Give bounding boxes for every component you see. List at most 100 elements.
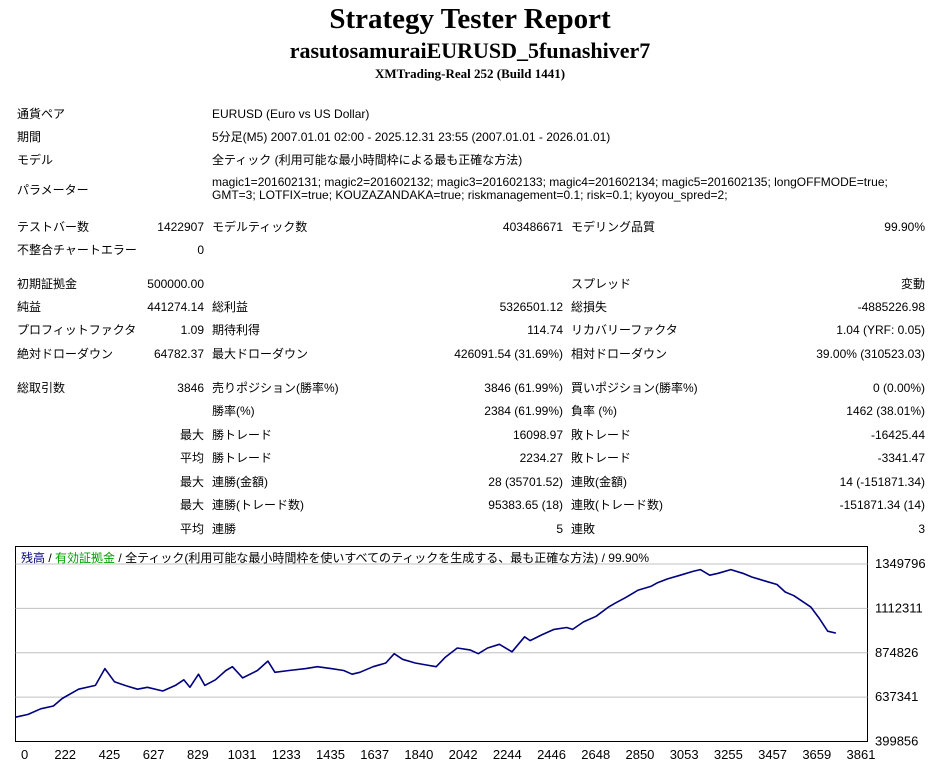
x-tick-label: 3457: [758, 747, 787, 762]
parameters-value: magic1=201602131; magic2=201602132; magi…: [212, 175, 888, 202]
total-trades-value: 3846: [177, 381, 204, 395]
modeling-quality-value: 99.90%: [884, 220, 925, 234]
y-tick-label: 637341: [875, 689, 918, 704]
legend-description: 全ティック(利用可能な最小時間枠を使いすべてのティックを生成する、最も正確な方法…: [125, 550, 649, 565]
test-bars-value: 1422907: [157, 220, 204, 234]
model-value: 全ティック (利用可能な最小時間枠による最も正確な方法): [212, 153, 523, 167]
parameters-label: パラメーター: [17, 183, 89, 197]
largest-loss-label: 敗トレード: [571, 428, 632, 442]
largest-win-label: 勝トレード: [212, 428, 273, 442]
average-loss-value: -3341.47: [877, 451, 925, 465]
net-profit-label: 純益: [17, 300, 42, 314]
average-consecutive-qualifier: 平均: [179, 522, 204, 536]
average-win-label: 勝トレード: [212, 451, 273, 465]
x-tick-label: 3053: [670, 747, 699, 762]
loss-rate-value: 1462 (38.01%): [846, 404, 925, 418]
mismatch-errors-label: 不整合チャートエラー: [17, 243, 137, 257]
absolute-drawdown-label: 絶対ドローダウン: [17, 347, 114, 361]
consecutive-losses-label: 連敗(金額): [571, 475, 627, 489]
gross-profit-label: 総利益: [212, 300, 249, 314]
recovery-factor-label: リカバリーファクタ: [571, 323, 678, 337]
x-tick-label: 3255: [714, 747, 743, 762]
expert-name: rasutosamuraiEURUSD_5funashiver7: [289, 38, 651, 63]
recovery-factor-value: 1.04 (YRF: 0.05): [836, 323, 925, 337]
absolute-drawdown-value: 64782.37: [153, 347, 204, 361]
consecutive-profit-value: 95383.65 (18): [488, 498, 563, 512]
legend-balance: 残高: [21, 550, 45, 565]
x-tick-label: 3659: [802, 747, 831, 762]
profit-factor-value: 1.09: [180, 323, 204, 337]
expected-payoff-label: 期待利得: [212, 323, 261, 337]
plot-frame: [15, 546, 868, 742]
x-tick-label: 222: [54, 747, 76, 762]
spread-value: 変動: [900, 277, 925, 291]
x-tick-label: 1637: [360, 747, 389, 762]
x-tick-label: 2446: [537, 747, 566, 762]
initial-deposit-label: 初期証拠金: [17, 277, 78, 291]
x-tick-label: 1031: [228, 747, 257, 762]
y-tick-label: 874826: [875, 645, 918, 660]
maximum-qualifier: 最大: [179, 475, 204, 489]
legend-equity: 有効証拠金: [55, 550, 115, 565]
x-tick-label: 2850: [625, 747, 654, 762]
balance-chart: 残高 / 有効証拠金 / 全ティック(利用可能な最小時間枠を使いすべてのティック…: [15, 546, 925, 762]
y-tick-label: 1112311: [875, 600, 923, 615]
gross-loss-value: -4885226.98: [857, 300, 925, 314]
model-ticks-value: 403486671: [502, 220, 563, 234]
model-ticks-label: モデルティック数: [212, 220, 308, 234]
average-win-value: 2234.27: [519, 451, 563, 465]
largest-qualifier: 最大: [179, 428, 204, 442]
average-consecutive-losses-value: 3: [918, 522, 925, 536]
x-tick-label: 1435: [316, 747, 345, 762]
x-tick-label: 1840: [404, 747, 433, 762]
x-tick-label: 2244: [493, 747, 522, 762]
average-loss-label: 敗トレード: [571, 451, 632, 465]
largest-loss-value: -16425.44: [870, 428, 925, 442]
loss-rate-label: 負率 (%): [571, 404, 617, 418]
consecutive-wins-label: 連勝(金額): [212, 475, 268, 489]
maximal-drawdown-label: 最大ドローダウン: [212, 347, 309, 361]
average-consecutive-wins-value: 5: [556, 522, 563, 536]
gross-profit-value: 5326501.12: [499, 300, 563, 314]
consecutive-wins-value: 28 (35701.52): [488, 475, 563, 489]
short-positions-value: 3846 (61.99%): [484, 381, 563, 395]
chart-legend: 残高 / 有効証拠金 / 全ティック(利用可能な最小時間枠を使いすべてのティック…: [21, 550, 649, 565]
average-consecutive-wins-label: 連勝: [212, 522, 237, 536]
y-tick-label: 399856: [875, 734, 918, 749]
x-tick-label: 627: [143, 747, 165, 762]
gross-loss-label: 総損失: [571, 300, 608, 314]
legend-separator: /: [115, 551, 125, 565]
server-build: XMTrading-Real 252 (Build 1441): [374, 66, 566, 81]
consecutive-profit-label: 連勝(トレード数): [212, 498, 304, 512]
initial-deposit-value: 500000.00: [147, 277, 204, 291]
relative-drawdown-value: 39.00% (310523.03): [816, 347, 925, 361]
legend-separator: /: [45, 551, 55, 565]
consecutive-loss-value: -151871.34 (14): [839, 498, 925, 512]
y-tick-label: 1349796: [875, 556, 925, 571]
relative-drawdown-label: 相対ドローダウン: [571, 347, 668, 361]
maximal-qualifier: 最大: [179, 498, 204, 512]
report-title: Strategy Tester Report: [329, 3, 611, 35]
x-tick-label: 425: [99, 747, 121, 762]
x-tick-label: 2042: [449, 747, 478, 762]
balance-series-line: [15, 568, 837, 718]
largest-win-value: 16098.97: [512, 428, 563, 442]
win-rate-label: 勝率(%): [212, 404, 255, 418]
profit-factor-label: プロフィットファクタ: [17, 323, 137, 337]
consecutive-losses-value: 14 (-151871.34): [839, 475, 925, 489]
average-qualifier: 平均: [179, 451, 204, 465]
period-value: 5分足(M5) 2007.01.01 02:00 - 2025.12.31 23…: [212, 130, 611, 144]
x-tick-label: 0: [21, 747, 28, 762]
short-positions-label: 売りポジション(勝率%): [212, 381, 339, 395]
period-label: 期間: [17, 130, 42, 144]
y-axis-labels: 1349796 1112311 874826 637341 399856: [875, 556, 925, 749]
total-trades-label: 総取引数: [17, 381, 66, 395]
maximal-drawdown-value: 426091.54 (31.69%): [454, 347, 563, 361]
model-label: モデル: [17, 153, 54, 167]
x-axis-labels: 0 222 425 627 829 1031 1233 1435 1637 1840 2042 224…: [21, 747, 875, 762]
chart-grid: [15, 563, 868, 698]
symbol-value: EURUSD (Euro vs US Dollar): [212, 107, 370, 121]
symbol-label: 通貨ペア: [17, 107, 66, 121]
long-positions-label: 買いポジション(勝率%): [571, 381, 698, 395]
expected-payoff-value: 114.74: [527, 323, 563, 337]
